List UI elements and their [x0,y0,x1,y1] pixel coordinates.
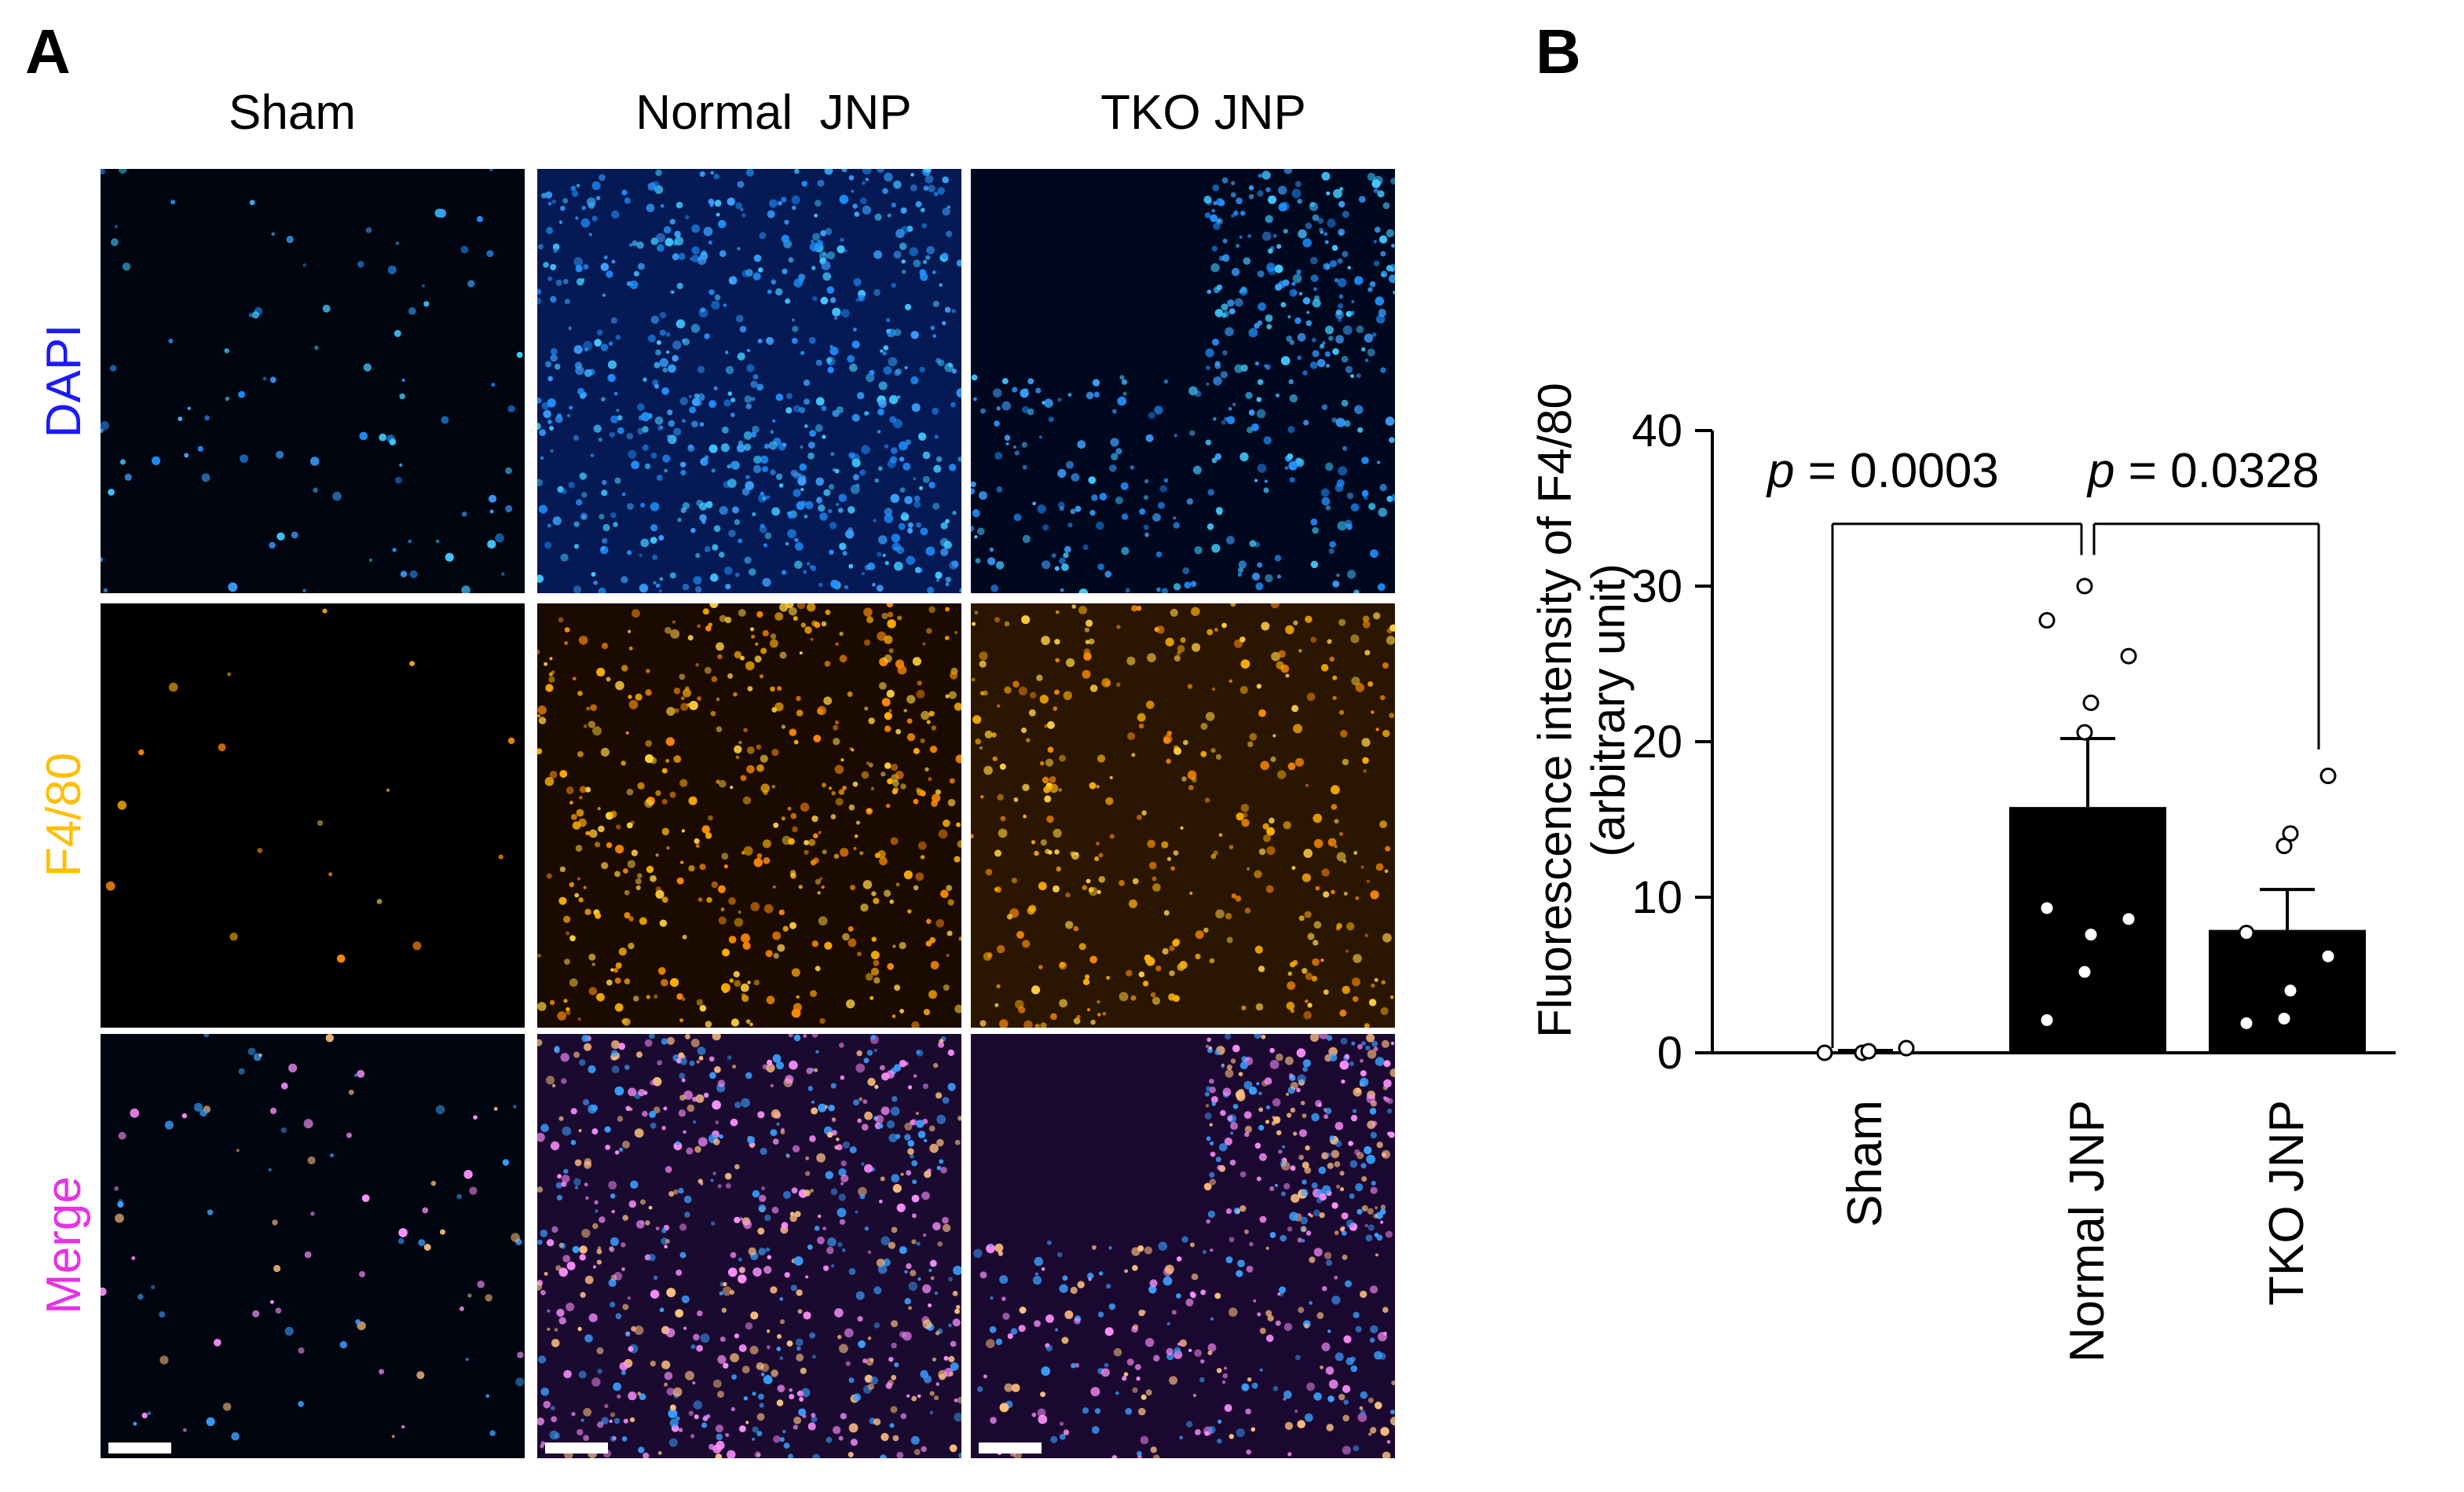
panel-b-letter: B [1536,16,1581,86]
data-point [2319,948,2337,965]
p-value-label-0: p = 0.0003 [1766,444,1999,498]
micrograph-merge-sham [101,1034,525,1458]
y-tick-label: 30 [1631,561,1682,612]
y-tick-label: 40 [1631,405,1682,456]
y-axis-label: Fluorescence intensity of F4/80 [1529,383,1581,1038]
data-point [2076,724,2093,741]
data-point [2275,1010,2293,1027]
data-point [2082,926,2100,944]
micrograph-dapi-sham [101,169,525,593]
data-point [2076,577,2093,595]
data-point [2082,695,2100,711]
row-title-f480: F4/80 [37,752,91,878]
data-point [2076,963,2093,981]
micrograph-f480-tko-jnp [971,603,1395,1028]
panel-a-letter: A [25,16,71,86]
x-tick-label-0: Sham [1838,1100,1892,1227]
data-point [2319,768,2337,785]
data-point [1860,1043,1877,1060]
y-tick-label: 0 [1657,1028,1682,1079]
row-title-merge: Merge [37,1176,91,1314]
column-title-sham: Sham [229,86,356,140]
y-axis-label-unit: (arbitrary unit) [1582,563,1635,856]
scale-bar [545,1443,608,1454]
column-title-normal-jnp: Normal JNP [635,86,912,140]
data-point [2275,838,2293,855]
micrograph-merge-tko-jnp [971,1034,1395,1458]
data-point [2038,612,2056,629]
data-point [2120,911,2137,928]
micrograph-dapi-normal-jnp [537,169,961,593]
data-point [1816,1044,1833,1061]
data-point [1898,1039,1915,1057]
data-point [2038,900,2056,917]
data-point [2038,1011,2056,1028]
x-tick-label-1: Normal JNP [2060,1100,2114,1362]
bar-chart: 0 10 20 30 40 Sham Normal JNP TKO JNP p = 0.0003… [1529,383,2396,1362]
micrograph-merge-normal-jnp [537,1034,961,1458]
row-title-dapi: DAPI [37,324,91,438]
scale-bar [979,1443,1042,1454]
column-title-tko-jnp: TKO JNP [1100,86,1306,140]
micrograph-f480-normal-jnp [537,603,961,1028]
scale-bar [108,1443,171,1454]
data-point [2238,925,2255,942]
data-point [2282,825,2299,842]
x-tick-label-2: TKO JNP [2260,1100,2314,1306]
y-tick-label: 10 [1631,872,1682,923]
y-tick-label: 20 [1631,717,1682,768]
micrograph-f480-sham [101,603,525,1028]
data-point [2120,647,2137,665]
data-point [2282,982,2299,999]
p-value-label-1: p = 0.0328 [2086,444,2319,498]
data-point [2238,1014,2255,1032]
micrograph-dapi-tko-jnp [971,169,1395,593]
